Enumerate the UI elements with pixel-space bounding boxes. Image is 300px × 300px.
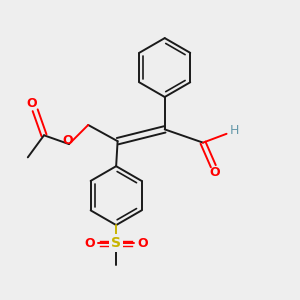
Text: H: H — [230, 124, 239, 137]
Text: O: O — [26, 97, 37, 110]
Text: S: S — [111, 236, 121, 250]
Text: O: O — [137, 237, 148, 250]
Text: O: O — [63, 134, 74, 147]
Text: O: O — [209, 166, 220, 179]
Text: O: O — [85, 237, 95, 250]
